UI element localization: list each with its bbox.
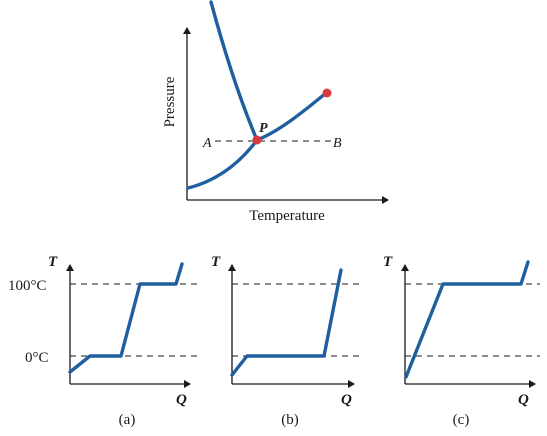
caption-b: (b)	[281, 412, 299, 428]
triple-point-label: P	[259, 121, 268, 136]
caption-a: (a)	[119, 412, 136, 428]
q-axis-label-b: Q	[341, 392, 352, 408]
t-axis-label-a: T	[48, 254, 58, 270]
q-axis-label-a: Q	[176, 392, 187, 408]
fusion-curve	[209, 0, 259, 142]
heating-curve-a	[68, 262, 184, 374]
pressure-axis-label: Pressure	[162, 76, 178, 127]
isobar-end-label: B	[333, 136, 342, 151]
heating-graph-b: T Q (b)	[211, 254, 364, 428]
heating-graph-a: T Q (a)	[48, 254, 200, 428]
level-high-label: 100°C	[8, 278, 47, 294]
heating-graph-c: T Q (c)	[383, 254, 540, 428]
heating-curve-b	[230, 268, 343, 377]
triple-point-marker	[252, 135, 262, 145]
level-low-label: 0°C	[25, 350, 49, 366]
isobar-start-label: A	[202, 136, 212, 151]
phase-diagram: Pressure Temperature A B P	[162, 0, 389, 224]
temperature-axis-label: Temperature	[249, 208, 325, 224]
caption-c: (c)	[453, 412, 470, 428]
q-axis-label-c: Q	[518, 392, 529, 408]
critical-point-marker	[322, 88, 332, 98]
t-axis-label-c: T	[383, 254, 393, 270]
heating-curve-c	[404, 260, 530, 379]
t-axis-label-b: T	[211, 254, 221, 270]
